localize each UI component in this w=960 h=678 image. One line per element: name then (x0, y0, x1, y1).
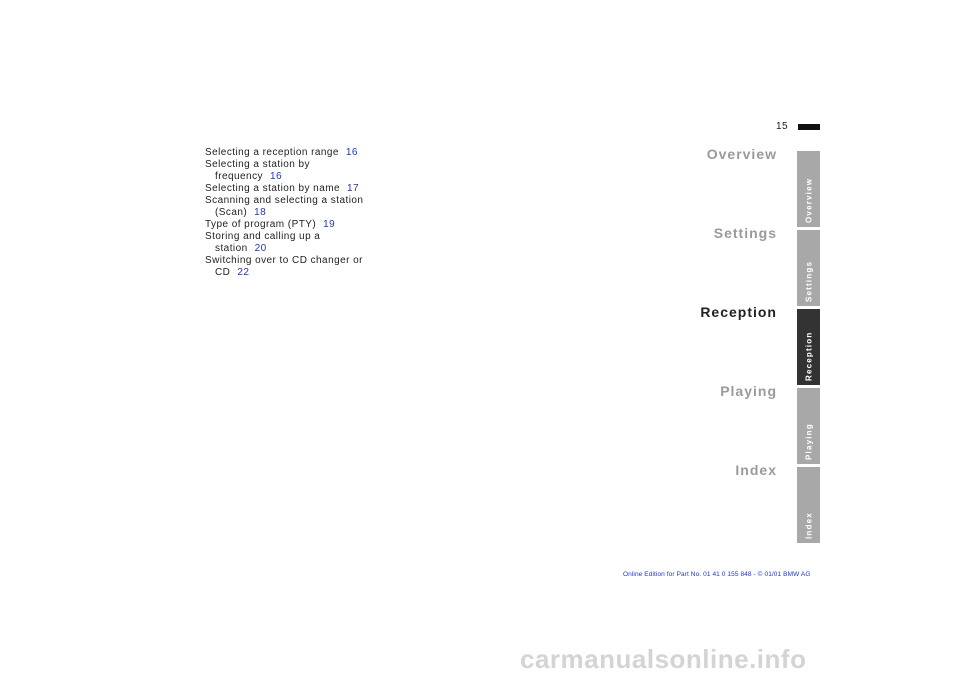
toc-entry-text: CD 22 (215, 267, 250, 278)
toc-entry[interactable]: Selecting a station by name 17 (205, 183, 375, 195)
tab-settings[interactable]: Settings (797, 230, 820, 306)
toc-page-link[interactable]: 16 (345, 147, 358, 158)
toc-entry-text: station 20 (215, 243, 267, 254)
toc-page-link[interactable]: 17 (347, 183, 360, 194)
tab-label: Overview (804, 177, 813, 223)
section-link-playing[interactable]: Playing (720, 383, 777, 399)
toc-entry[interactable]: Storing and calling up a station 20 (205, 231, 375, 255)
tab-index[interactable]: Index (797, 467, 820, 543)
toc-page-link[interactable]: 19 (323, 219, 336, 230)
section-link-overview[interactable]: Overview (706, 146, 777, 162)
section-link-settings[interactable]: Settings (713, 225, 777, 241)
toc-entry[interactable]: Selecting a reception range 16 (205, 147, 375, 159)
page-marker-bar (798, 124, 820, 130)
tab-overview[interactable]: Overview (797, 151, 820, 227)
toc-entry[interactable]: Type of program (PTY) 19 (205, 219, 375, 231)
toc-entry-text: Selecting a reception range 16 (205, 147, 358, 158)
section-link-index[interactable]: Index (735, 462, 777, 478)
watermark: carmanualsonline.info (520, 644, 807, 674)
section-link-reception[interactable]: Reception (700, 304, 777, 320)
toc-entry-text: Scanning and selecting a station (205, 195, 364, 206)
toc-entry-text: Selecting a station by (205, 159, 310, 170)
toc-entry-text: Storing and calling up a (205, 231, 321, 242)
toc-page-link[interactable]: 22 (237, 267, 250, 278)
toc-entry-text: Selecting a station by name 17 (205, 183, 360, 194)
tab-label: Index (804, 512, 813, 539)
tab-label: Playing (804, 423, 813, 460)
tab-label: Reception (804, 331, 813, 381)
table-of-contents: Selecting a reception range 16 Selecting a… (205, 147, 375, 279)
toc-page-link[interactable]: 20 (254, 243, 267, 254)
toc-entry[interactable]: Selecting a station by frequency 16 (205, 159, 375, 183)
toc-page-link[interactable]: 18 (254, 207, 267, 218)
toc-entry[interactable]: Switching over to CD changer or CD 22 (205, 255, 375, 279)
toc-page-link[interactable]: 16 (269, 171, 282, 182)
toc-entry[interactable]: Scanning and selecting a station (Scan) 18 (205, 195, 375, 219)
tab-reception[interactable]: Reception (797, 309, 820, 385)
page-number: 15 (776, 121, 789, 132)
toc-entry-text: (Scan) 18 (215, 207, 267, 218)
tab-playing[interactable]: Playing (797, 388, 820, 464)
footer-edition-note: Online Edition for Part No. 01 41 0 155 … (623, 571, 811, 578)
toc-entry-text: frequency 16 (215, 171, 282, 182)
tab-label: Settings (804, 260, 813, 302)
toc-entry-text: Type of program (PTY) 19 (205, 219, 336, 230)
toc-entry-text: Switching over to CD changer or (205, 255, 363, 266)
